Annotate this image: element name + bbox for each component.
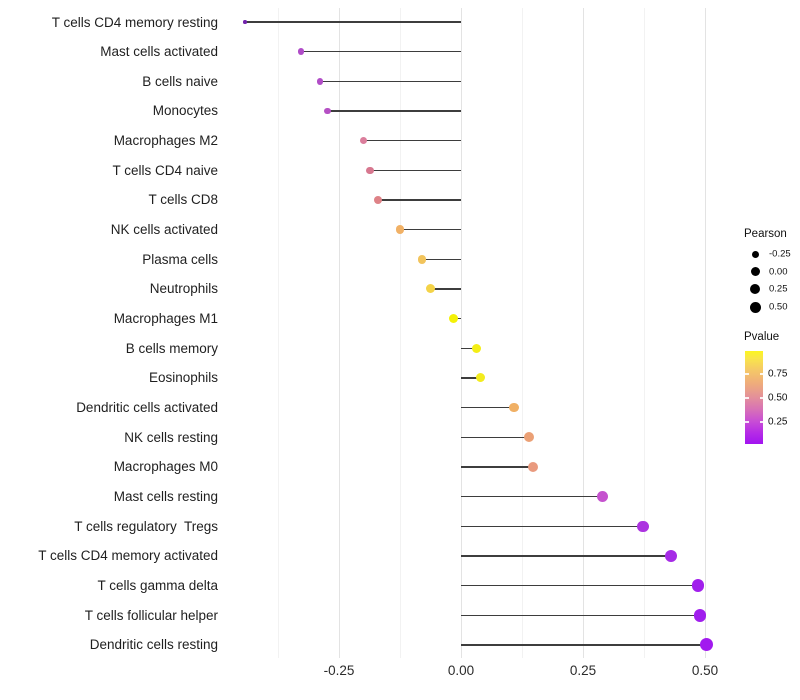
data-point [366, 166, 374, 175]
y-axis-label: T cells CD4 memory resting [51, 14, 218, 30]
y-axis-label: Mast cells resting [113, 489, 218, 505]
stem [319, 80, 461, 83]
colorbar-tick [745, 373, 749, 375]
colorbar-tick [759, 421, 763, 423]
stem [461, 644, 707, 646]
pearson-legend-label: 0.25 [769, 283, 788, 295]
pearson-legend-label: -0.25 [769, 248, 791, 260]
stem [327, 110, 461, 112]
data-point [324, 107, 331, 115]
colorbar-tick [759, 373, 763, 375]
major-gridline [339, 8, 340, 658]
minor-gridline [522, 8, 523, 658]
stem [244, 21, 461, 23]
stem [300, 50, 461, 53]
stem [430, 288, 461, 290]
stem [461, 584, 699, 587]
colorbar-tick [745, 421, 749, 423]
data-point [637, 520, 649, 533]
pvalue-colorbar [745, 351, 763, 444]
pearson-legend-title: Pearson [744, 228, 787, 240]
x-axis-tick-label: 0.00 [447, 663, 475, 678]
x-axis-tick-label: 0.50 [691, 663, 719, 678]
data-point [509, 402, 519, 413]
stem [461, 495, 603, 498]
data-point [359, 136, 368, 145]
pearson-legend-dot [750, 284, 760, 295]
y-axis-label: Dendritic cells resting [89, 637, 218, 653]
minor-gridline [644, 8, 645, 658]
minor-gridline [278, 8, 279, 658]
y-axis-label: Mast cells activated [100, 44, 218, 60]
x-axis-tick-label: 0.25 [569, 663, 597, 678]
data-point [596, 491, 608, 503]
major-gridline [583, 8, 584, 658]
pearson-legend-label: 0.50 [769, 301, 788, 313]
y-axis-label: T cells CD4 naive [112, 162, 218, 178]
data-point [528, 461, 539, 472]
stem [378, 199, 461, 201]
data-point [691, 579, 705, 592]
major-gridline [705, 8, 706, 658]
data-point [664, 549, 677, 562]
stem [421, 258, 461, 260]
pearson-legend-dot [751, 250, 759, 258]
stem [461, 406, 515, 409]
data-point [475, 373, 485, 383]
y-axis-label: Monocytes [152, 103, 218, 119]
stem [461, 614, 701, 616]
y-axis-label: T cells gamma delta [97, 578, 218, 594]
x-axis-tick-label: -0.25 [323, 663, 355, 678]
stem [370, 169, 461, 172]
y-axis-label: Macrophages M2 [113, 133, 218, 149]
colorbar-tick [759, 397, 763, 399]
y-axis-label: T cells CD4 memory activated [38, 548, 218, 564]
plot-panel [222, 8, 728, 658]
pearson-legend-dot [750, 267, 760, 277]
y-axis-label: Plasma cells [142, 251, 218, 267]
stem [461, 466, 534, 468]
data-point [425, 284, 435, 294]
data-point [693, 609, 707, 622]
colorbar-tick-label: 0.75 [768, 368, 788, 380]
data-point [417, 255, 427, 264]
y-axis-label: B cells memory [125, 340, 218, 356]
y-axis-label: T cells regulatory Tregs [74, 518, 218, 534]
minor-gridline [400, 8, 401, 658]
pearson-legend-label: 0.00 [769, 266, 788, 278]
stem [461, 525, 644, 527]
data-point [395, 225, 405, 234]
stem [461, 347, 477, 349]
data-point [448, 314, 458, 324]
y-axis-label: Neutrophils [149, 281, 218, 297]
pearson-legend-dot [749, 301, 761, 313]
data-point [374, 195, 383, 204]
y-axis-label: B cells naive [142, 73, 218, 89]
y-axis-label: Eosinophils [148, 370, 218, 386]
stem [461, 555, 671, 557]
data-point [523, 432, 534, 443]
y-axis-label: NK cells resting [124, 429, 218, 445]
colorbar-tick-label: 0.25 [768, 416, 788, 428]
colorbar-tick [745, 397, 749, 399]
y-axis-label: NK cells activated [110, 222, 218, 238]
y-axis-label: Macrophages M0 [113, 459, 218, 475]
colorbar-tick-label: 0.50 [768, 392, 788, 404]
data-point [700, 638, 714, 652]
stem [363, 139, 461, 142]
y-axis-label: T cells CD8 [148, 192, 218, 208]
y-axis-label: Macrophages M1 [113, 311, 218, 327]
major-gridline [461, 8, 462, 658]
data-point [297, 48, 305, 55]
data-point [316, 78, 324, 85]
stem [400, 228, 461, 231]
stem [461, 377, 481, 379]
data-point [243, 20, 247, 24]
y-axis-label: Dendritic cells activated [76, 400, 218, 416]
data-point [471, 343, 481, 353]
pvalue-legend-title: Pvalue [744, 331, 780, 343]
stem [461, 436, 529, 438]
y-axis-label: T cells follicular helper [84, 607, 218, 623]
